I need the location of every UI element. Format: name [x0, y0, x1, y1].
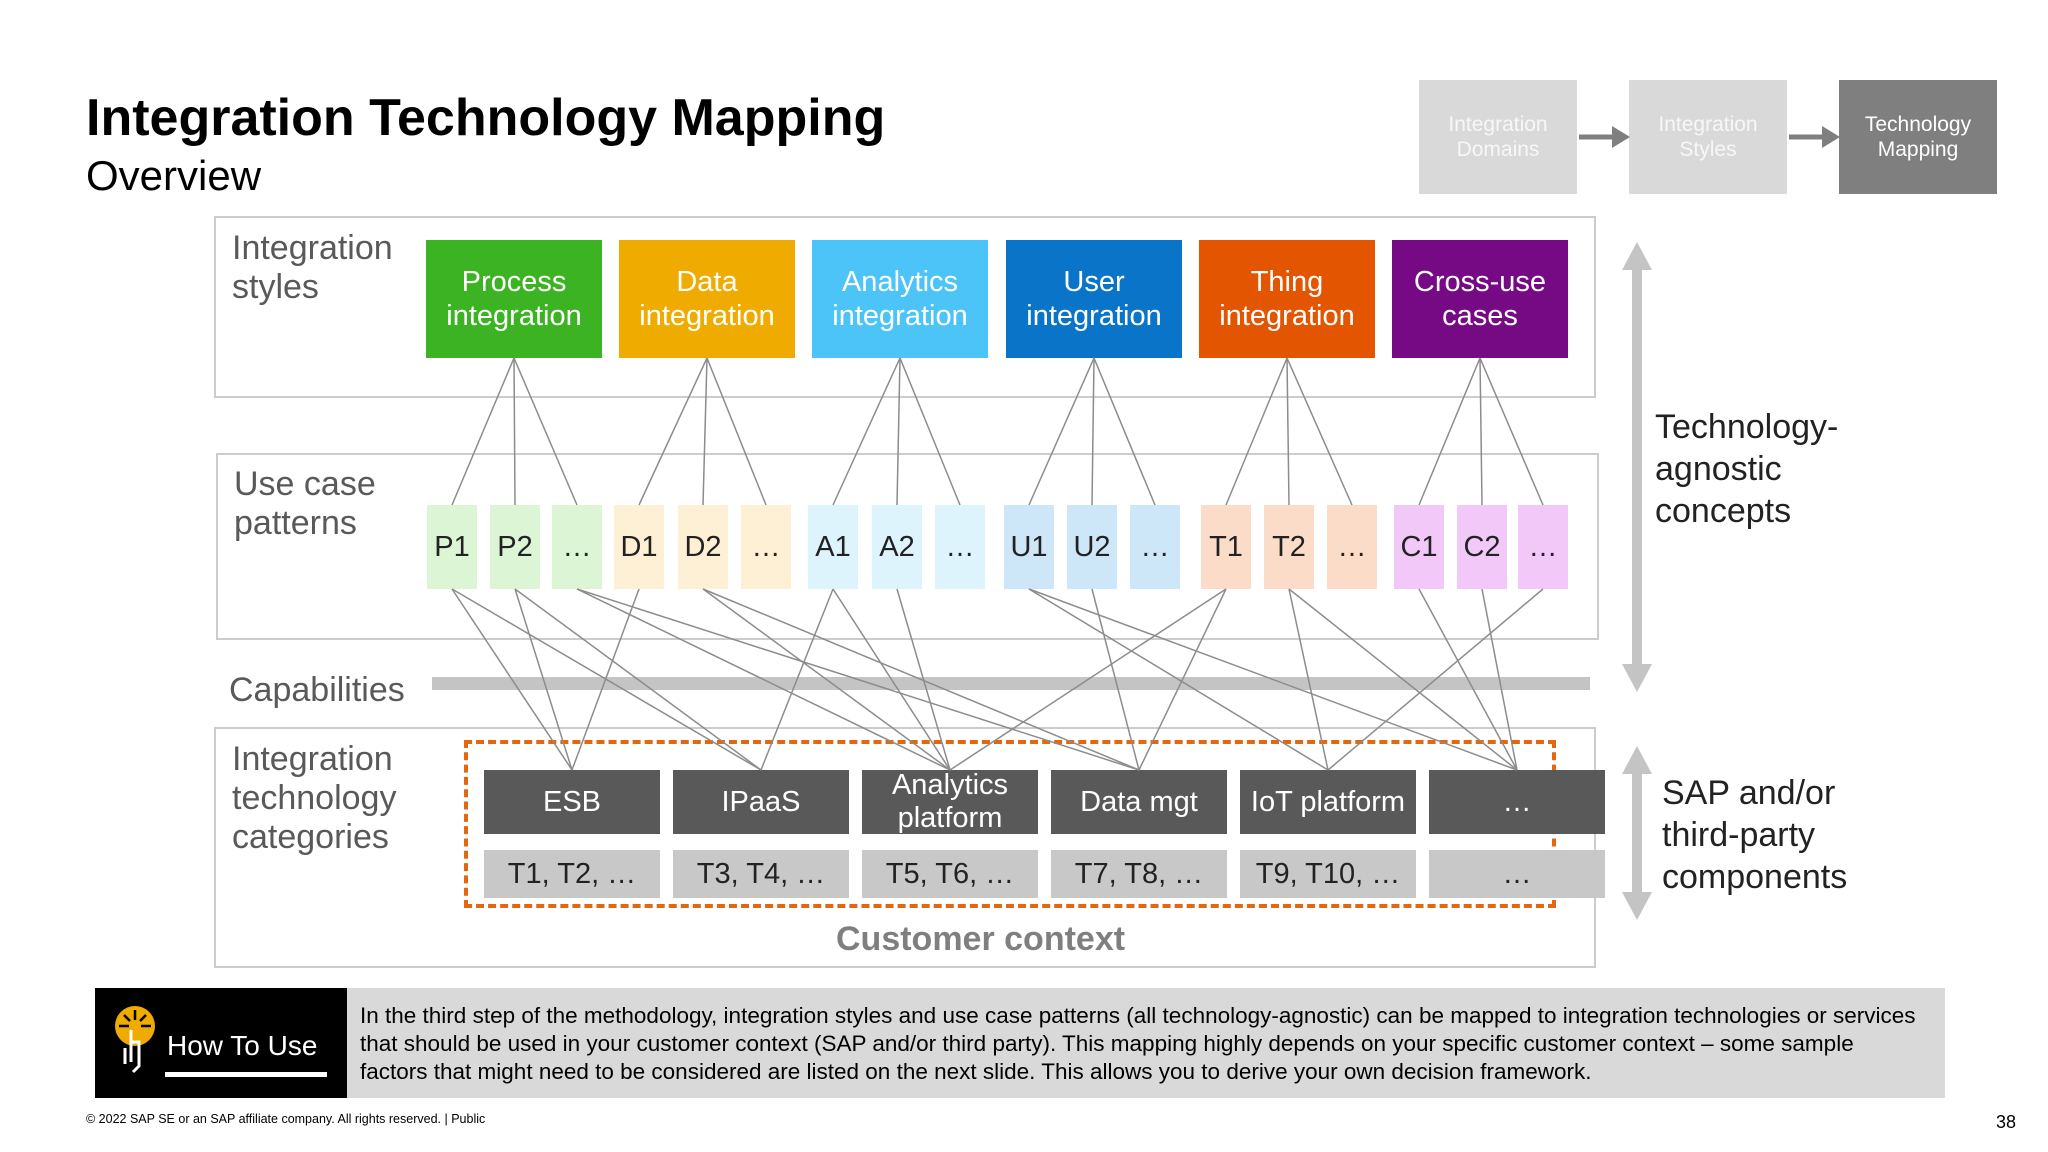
- pattern-box-1: P2: [490, 505, 540, 589]
- technology-box-2: T5, T6, …: [862, 850, 1038, 898]
- pattern-box-7: A2: [872, 505, 922, 589]
- pattern-box-13: T2: [1264, 505, 1314, 589]
- how-to-use-badge: [95, 988, 347, 1098]
- pattern-box-4: D2: [678, 505, 728, 589]
- pattern-box-6: A1: [808, 505, 858, 589]
- technology-box-0: T1, T2, …: [484, 850, 660, 898]
- step-integration-domains: Integration Domains: [1419, 80, 1577, 194]
- pattern-box-5: …: [741, 505, 791, 589]
- label-capabilities: Capabilities: [229, 671, 405, 709]
- pattern-box-14: …: [1327, 505, 1377, 589]
- capabilities-bar: [432, 677, 1590, 690]
- step-integration-styles: Integration Styles: [1629, 80, 1787, 194]
- label-integration-styles: Integration styles: [232, 229, 393, 306]
- style-box-2: Analytics integration: [812, 240, 988, 358]
- pattern-box-16: C2: [1457, 505, 1507, 589]
- technology-box-4: T9, T10, …: [1240, 850, 1416, 898]
- page-title: Integration Technology Mapping: [86, 89, 886, 147]
- pattern-box-15: C1: [1394, 505, 1444, 589]
- pattern-box-12: T1: [1201, 505, 1251, 589]
- components-range-arrow: [1622, 746, 1652, 920]
- style-box-1: Data integration: [619, 240, 795, 358]
- agnostic-range-arrow: [1622, 242, 1652, 692]
- pattern-box-8: …: [935, 505, 985, 589]
- technology-box-3: T7, T8, …: [1051, 850, 1227, 898]
- page-subtitle: Overview: [86, 152, 262, 199]
- category-box-3: Data mgt: [1051, 770, 1227, 834]
- category-box-0: ESB: [484, 770, 660, 834]
- pattern-box-3: D1: [614, 505, 664, 589]
- style-box-5: Cross-use cases: [1392, 240, 1568, 358]
- pattern-box-0: P1: [427, 505, 477, 589]
- technology-box-5: …: [1429, 850, 1605, 898]
- sap-components-label: SAP and/or third-party components: [1662, 774, 1848, 896]
- technology-agnostic-label: Technology- agnostic concepts: [1655, 408, 1839, 530]
- how-to-use-underline: [165, 1072, 327, 1077]
- category-box-1: IPaaS: [673, 770, 849, 834]
- category-box-2: Analytics platform: [862, 769, 1038, 834]
- how-to-use-label: How To Use: [167, 1030, 318, 1061]
- copyright-footer: © 2022 SAP SE or an SAP affiliate compan…: [86, 1112, 486, 1126]
- how-to-use-panel: [95, 988, 1945, 1098]
- pattern-box-2: …: [552, 505, 602, 589]
- customer-context-label: Customer context: [836, 920, 1126, 958]
- category-box-4: IoT platform: [1240, 770, 1416, 834]
- technology-box-1: T3, T4, …: [673, 850, 849, 898]
- page-number: 38: [1996, 1112, 2017, 1132]
- label-use-case-patterns: Use case patterns: [234, 465, 376, 542]
- step-technology-mapping: Technology Mapping: [1839, 80, 1997, 194]
- pattern-box-9: U1: [1004, 505, 1054, 589]
- pattern-box-10: U2: [1067, 505, 1117, 589]
- label-integration-technology-categories: Integration technology categories: [232, 740, 397, 856]
- how-to-use-text: In the third step of the methodology, in…: [360, 1003, 1916, 1084]
- touch-hand-icon: [115, 1006, 155, 1074]
- pattern-box-17: …: [1518, 505, 1568, 589]
- style-box-3: User integration: [1006, 240, 1182, 358]
- style-box-0: Process integration: [426, 240, 602, 358]
- category-box-5: …: [1429, 770, 1605, 834]
- pattern-box-11: …: [1130, 505, 1180, 589]
- style-box-4: Thing integration: [1199, 240, 1375, 358]
